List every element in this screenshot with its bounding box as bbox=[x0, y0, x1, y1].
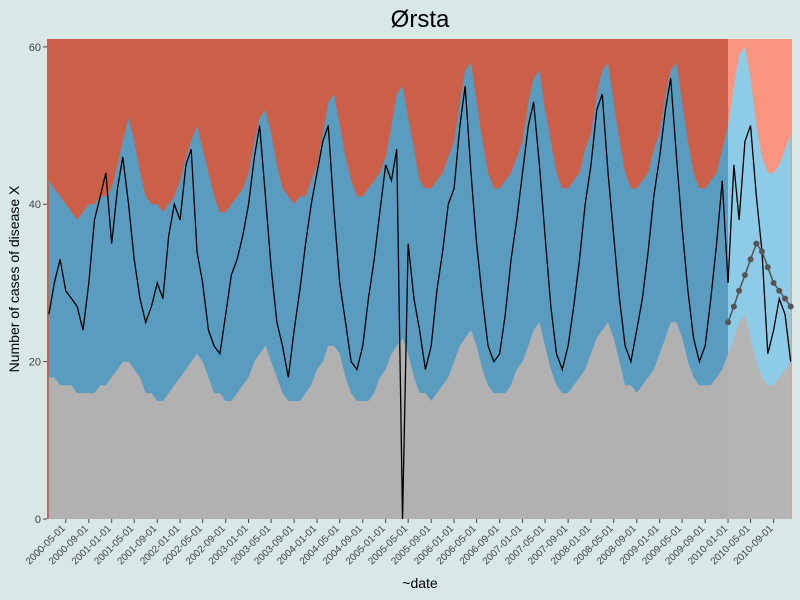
forecast-point bbox=[730, 303, 737, 310]
forecast-point bbox=[753, 240, 760, 247]
y-tick-label: 0 bbox=[35, 514, 41, 526]
forecast-point bbox=[758, 248, 765, 255]
forecast-point bbox=[725, 319, 732, 326]
forecast-point bbox=[776, 287, 783, 294]
forecast-point bbox=[787, 303, 794, 310]
forecast-point bbox=[770, 279, 777, 286]
panel-part bbox=[47, 39, 729, 519]
panel-part bbox=[728, 39, 792, 519]
observed-line bbox=[48, 78, 792, 520]
forecast-point bbox=[764, 264, 771, 271]
threshold-below bbox=[728, 314, 791, 519]
y-tick-label: 40 bbox=[29, 199, 41, 211]
forecast-point bbox=[782, 295, 789, 302]
threshold-below bbox=[48, 322, 729, 519]
y-axis-label: Number of cases of disease X bbox=[6, 185, 22, 372]
forecast-point bbox=[747, 256, 754, 263]
x-axis-label: ~date bbox=[402, 575, 438, 591]
y-tick-label: 20 bbox=[29, 357, 41, 369]
chart-title: Ørsta bbox=[391, 6, 450, 33]
forecast-point bbox=[741, 272, 748, 279]
y-tick-label: 60 bbox=[29, 42, 41, 54]
forecast-point bbox=[736, 287, 743, 294]
